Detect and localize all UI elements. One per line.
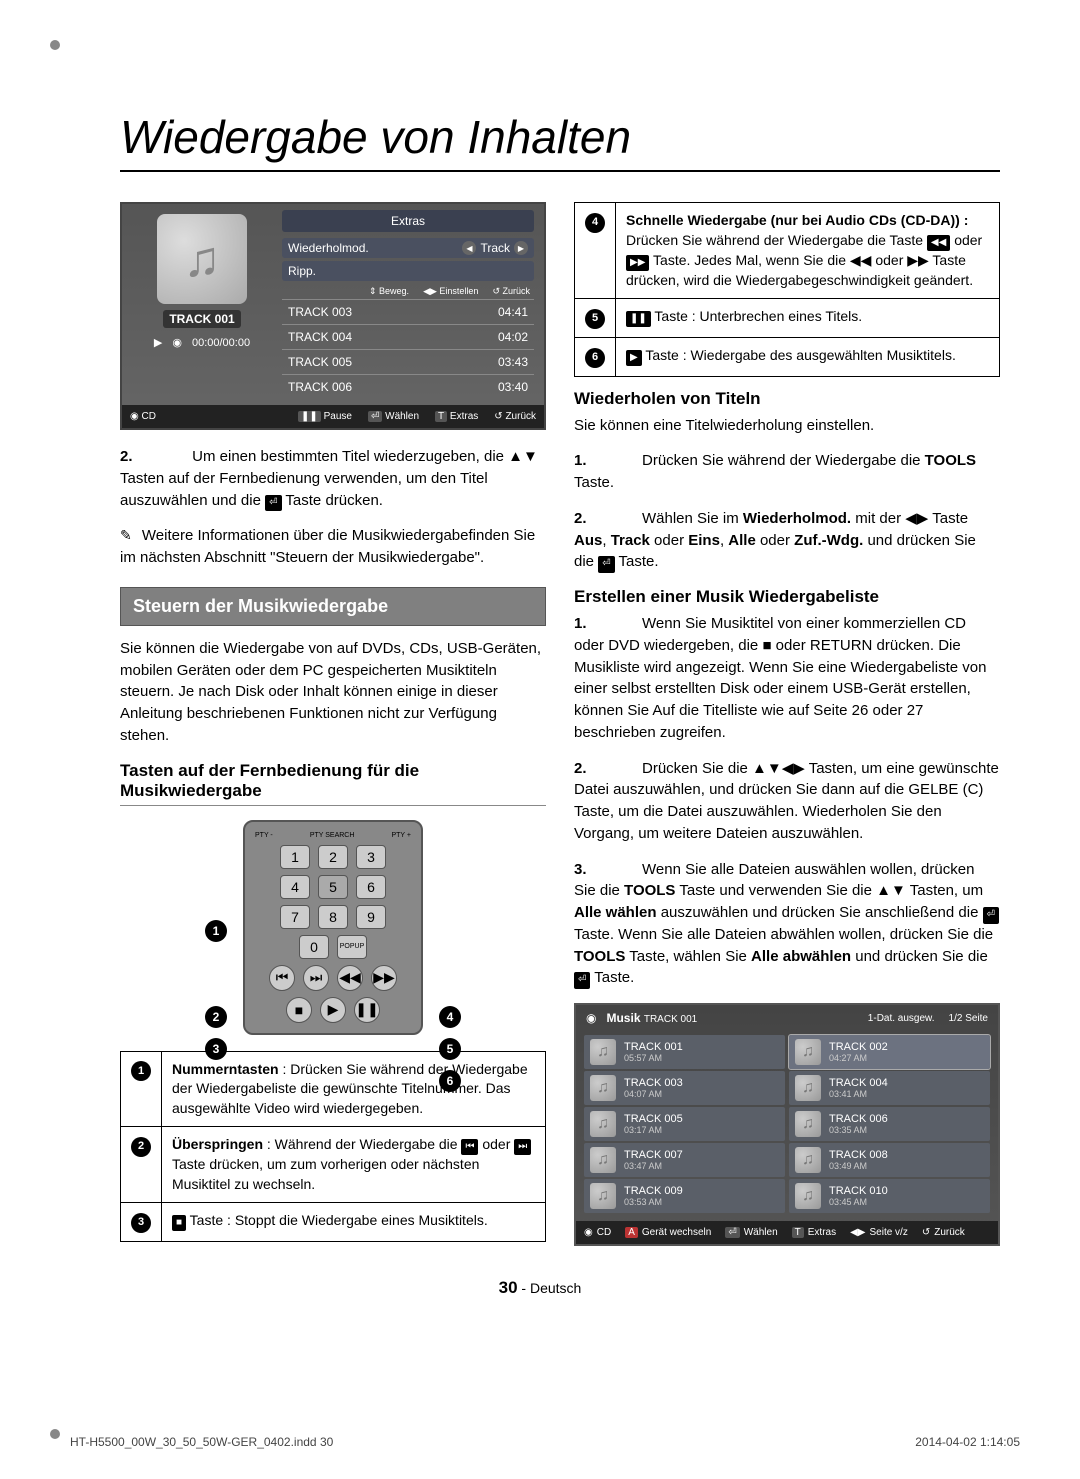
playlist-step: 2.Drücken Sie die ▲▼◀▶ Tasten, um eine g… [574, 758, 1000, 845]
footer-select: Wählen [385, 411, 419, 422]
step-2-tail: Taste drücken. [285, 492, 383, 509]
hint-back: Zurück [502, 286, 530, 296]
track-row[interactable]: TRACK 00304:41 [282, 299, 534, 324]
cd-player-screenshot: ♫ TRACK 001 ▶ ◉ 00:00/00:00 Extras Wiede… [120, 202, 546, 430]
mode-prev-icon[interactable]: ◀ [462, 241, 476, 255]
callout-3: 3 [205, 1038, 227, 1060]
desc-row: 4Schnelle Wiedergabe (nur bei Audio CDs … [575, 203, 1000, 299]
ripp-label: Ripp. [288, 264, 316, 278]
music-list-item[interactable]: ♫TRACK 00803:49 AM [789, 1143, 990, 1177]
music-list-item[interactable]: ♫TRACK 00903:53 AM [584, 1179, 785, 1213]
music-list-item[interactable]: ♫TRACK 00403:41 AM [789, 1071, 990, 1105]
footer-pause: Pause [324, 411, 352, 422]
music-list-item[interactable]: ♫TRACK 00603:35 AM [789, 1107, 990, 1141]
repeat-mode-value: Track [480, 241, 510, 255]
desc-row: 2Überspringen : Während der Wiedergabe d… [121, 1127, 546, 1203]
current-track-label: TRACK 001 [163, 310, 240, 328]
footer-extras: Extras [450, 411, 478, 422]
section-heading-control: Steuern der Musikwiedergabe [120, 587, 546, 626]
time-counter: 00:00/00:00 [192, 337, 250, 349]
subheading-repeat: Wiederholen von Titeln [574, 389, 1000, 409]
print-footer: HT-H5500_00W_30_50_50W-GER_0402.indd 30 … [70, 1435, 1020, 1449]
play-indicator-icon: ▶ [154, 336, 162, 349]
desc-row: 6▶ Taste : Wiedergabe des ausgewählten M… [575, 337, 1000, 376]
button-desc-table-left: 1Nummerntasten : Drücken Sie während der… [120, 1051, 546, 1243]
music-list-screenshot: ◉ Musik TRACK 001 1-Dat. ausgew. 1/2 Sei… [574, 1003, 1000, 1246]
hint-move: Beweg. [379, 286, 409, 296]
disc-icon: ◉ [586, 1011, 596, 1025]
note-text: Weitere Informationen über die Musikwied… [120, 527, 535, 566]
callout-6: 6 [439, 1070, 461, 1092]
repeat-step: 1.Drücken Sie während der Wiedergabe die… [574, 450, 1000, 494]
track-row[interactable]: TRACK 00503:43 [282, 349, 534, 374]
page-indicator: 1/2 Seite [949, 1013, 988, 1024]
enter-icon: ⏎ [265, 495, 281, 512]
music-list-item[interactable]: ♫TRACK 00503:17 AM [584, 1107, 785, 1141]
callout-4: 4 [439, 1006, 461, 1028]
track-row[interactable]: TRACK 00404:02 [282, 324, 534, 349]
right-column: 4Schnelle Wiedergabe (nur bei Audio CDs … [574, 202, 1000, 1252]
pause-icon[interactable]: ❚❚ [354, 997, 380, 1023]
subheading-playlist: Erstellen einer Musik Wiedergabeliste [574, 587, 1000, 607]
footer-source-icon: ◉ CD [130, 411, 156, 422]
desc-row: 5❚❚ Taste : Unterbrechen eines Titels. [575, 299, 1000, 338]
repeat-mode-label: Wiederholmod. [288, 241, 369, 255]
music-list-item[interactable]: ♫TRACK 01003:45 AM [789, 1179, 990, 1213]
music-list-item[interactable]: ♫TRACK 00703:47 AM [584, 1143, 785, 1177]
callout-1: 1 [205, 920, 227, 942]
extras-bar: Extras [282, 210, 534, 232]
button-desc-table-right: 4Schnelle Wiedergabe (nur bei Audio CDs … [574, 202, 1000, 377]
playlist-step: 3.Wenn Sie alle Dateien auswählen wollen… [574, 859, 1000, 990]
callout-2: 2 [205, 1006, 227, 1028]
play-icon[interactable]: ▶ [320, 997, 346, 1023]
music-note-icon: ♫ [157, 214, 247, 304]
hint-set: Einstellen [439, 286, 478, 296]
ff-icon[interactable]: ▶▶ [371, 965, 397, 991]
repeat-step: 2.Wählen Sie im Wiederholmod. mit der ◀▶… [574, 508, 1000, 573]
disc-icon: ◉ [172, 336, 182, 349]
desc-row: 1Nummerntasten : Drücken Sie während der… [121, 1051, 546, 1127]
callout-5: 5 [439, 1038, 461, 1060]
note-icon: ✎ [120, 527, 132, 543]
stop-icon[interactable]: ■ [286, 997, 312, 1023]
subheading-remote: Tasten auf der Fernbedienung für die Mus… [120, 761, 546, 806]
skip-back-icon[interactable]: ⏮ [269, 965, 295, 991]
footer-back: Zurück [505, 411, 536, 422]
playlist-step: 1.Wenn Sie Musiktitel von einer kommerzi… [574, 613, 1000, 744]
track-row[interactable]: TRACK 00603:40 [282, 374, 534, 399]
section-intro: Sie können die Wiedergabe von auf DVDs, … [120, 638, 546, 747]
music-list-item[interactable]: ♫TRACK 00105:57 AM [584, 1035, 785, 1069]
mode-next-icon[interactable]: ▶ [514, 241, 528, 255]
left-column: ♫ TRACK 001 ▶ ◉ 00:00/00:00 Extras Wiede… [120, 202, 546, 1252]
selection-status: 1-Dat. ausgew. [868, 1013, 935, 1024]
page-number: 30 - Deutsch [50, 1278, 1030, 1298]
rew-icon[interactable]: ◀◀ [337, 965, 363, 991]
skip-fwd-icon[interactable]: ⏭ [303, 965, 329, 991]
page-title: Wiedergabe von Inhalten [120, 110, 1000, 172]
remote-control-illustration: PTY -PTY SEARCHPTY + 123 456 789 0POPUP … [243, 820, 423, 1035]
music-list-item[interactable]: ♫TRACK 00304:07 AM [584, 1071, 785, 1105]
repeat-intro: Sie können eine Titelwiederholung einste… [574, 415, 1000, 437]
music-list-item[interactable]: ♫TRACK 00204:27 AM [789, 1035, 990, 1069]
desc-row: 3■ Taste : Stoppt die Wiedergabe eines M… [121, 1203, 546, 1242]
step-num-2: 2. [120, 446, 144, 468]
